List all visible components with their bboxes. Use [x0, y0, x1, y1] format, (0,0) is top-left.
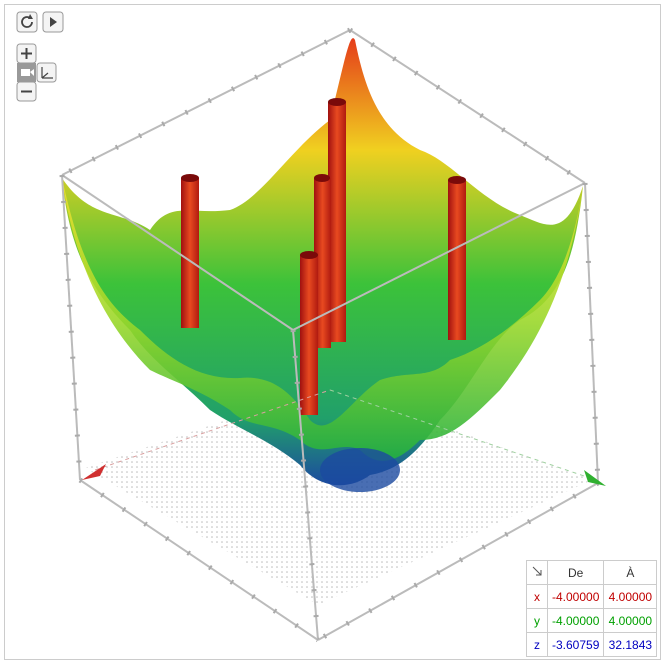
max-cell: 4.00000 [603, 584, 658, 609]
axis-name: y [526, 608, 548, 633]
axes-button[interactable] [36, 62, 57, 83]
header-cell: À [603, 560, 658, 585]
axes-arrows [82, 389, 606, 486]
axis-name: x [526, 584, 548, 609]
spikes [181, 98, 466, 415]
min-cell: -3.60759 [546, 632, 605, 657]
box-ticks [59, 27, 601, 643]
header-cell: De [546, 560, 605, 585]
refresh-button[interactable] [16, 11, 38, 33]
max-cell: 4.00000 [603, 608, 658, 633]
toolbar[interactable] [16, 11, 64, 102]
graphics-view [4, 4, 661, 660]
max-cell: 32.1843 [603, 632, 658, 657]
axis-name: z [526, 632, 548, 657]
min-cell: -4.00000 [546, 584, 605, 609]
range-table: De À x -4.00000 4.00000 y -4.00000 4.000… [526, 560, 658, 657]
min-cell: -4.00000 [546, 608, 605, 633]
floor [85, 385, 592, 605]
surface [62, 38, 583, 492]
corner-icon [526, 560, 548, 585]
